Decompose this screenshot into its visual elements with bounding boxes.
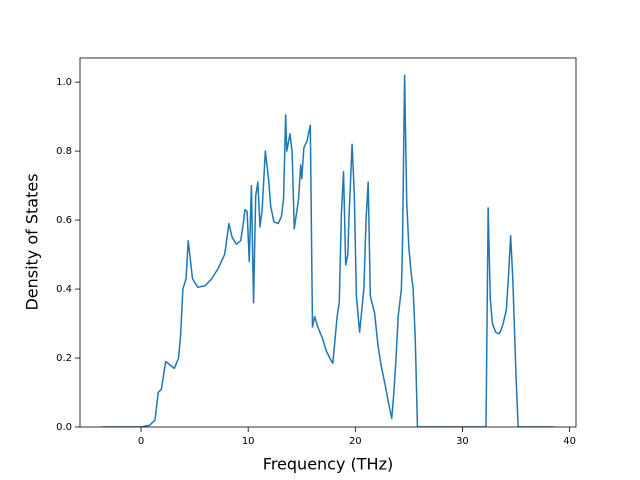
y-axis-label: Density of States (23, 173, 42, 310)
x-tick-label: 40 (563, 436, 576, 447)
line (102, 74, 554, 427)
y-tick-label: 0.2 (56, 353, 72, 364)
x-tick-label: 20 (349, 436, 362, 447)
x-tick-label: 0 (138, 436, 144, 447)
plot-frame (79, 57, 577, 428)
y-tick-label: 0.6 (56, 215, 72, 226)
x-tick-label: 30 (456, 436, 469, 447)
x-axis-label: Frequency (THz) (263, 455, 393, 474)
y-tick-label: 1.0 (56, 77, 72, 88)
y-tick-label: 0.8 (56, 146, 72, 157)
y-tick-label: 0.0 (56, 422, 72, 433)
y-tick-label: 0.4 (56, 284, 72, 295)
x-tick-label: 10 (242, 436, 255, 447)
